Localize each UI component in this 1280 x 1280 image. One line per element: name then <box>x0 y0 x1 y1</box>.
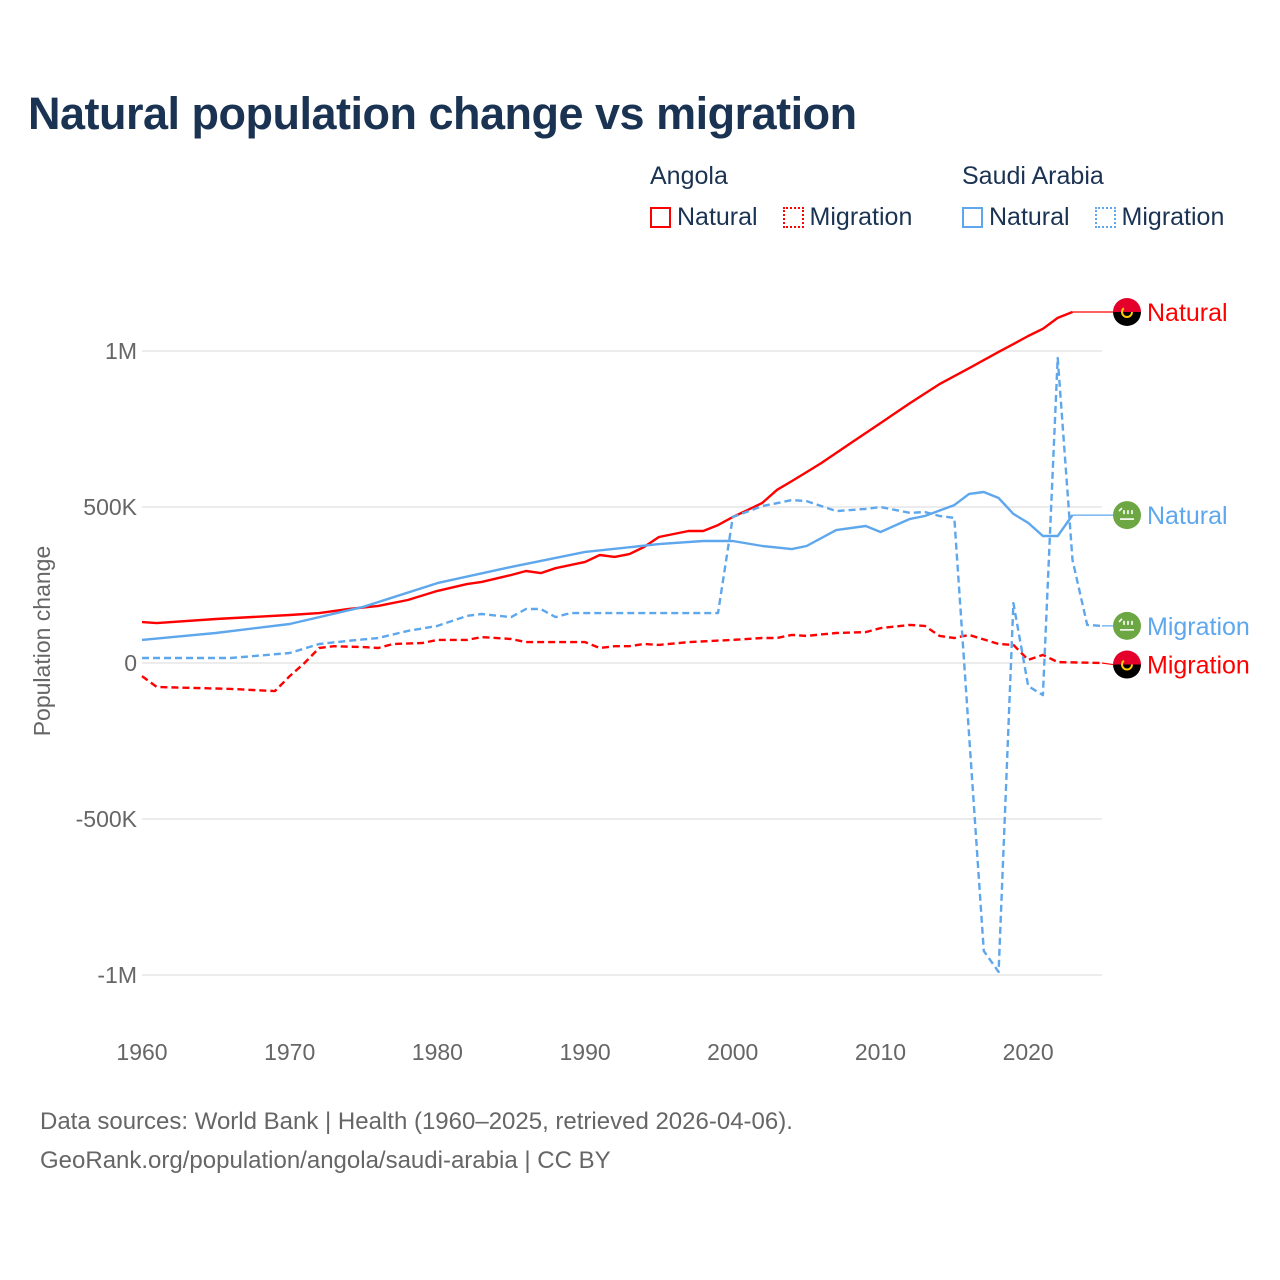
legend-group-saudi-arabia: Saudi Arabia Natural Migration <box>962 162 1224 235</box>
saudi-arabia-flag-icon <box>1113 611 1141 640</box>
y-tick-label: -500K <box>76 806 138 832</box>
legend-country-label: Saudi Arabia <box>962 162 1104 190</box>
footer-sources: Data sources: World Bank | Health (1960–… <box>40 1108 793 1135</box>
end-label-saudi-arabia-natural: Natural <box>1113 501 1228 530</box>
footer-attribution[interactable]: GeoRank.org/population/angola/saudi-arab… <box>40 1147 611 1174</box>
end-label-angola-natural: Natural <box>1113 298 1228 327</box>
legend-swatch-dotted <box>1094 207 1116 228</box>
y-tick-label: -1M <box>97 962 137 988</box>
legend-country-label: Angola <box>650 162 728 190</box>
flag-red-half <box>1113 298 1141 312</box>
angola-flag-icon <box>1113 298 1141 326</box>
series-line-saudi-arabia-migration <box>142 356 1103 974</box>
y-tick-label: 1M <box>105 338 137 364</box>
series-line-angola-natural <box>141 310 1073 625</box>
grid-lines <box>142 350 1102 976</box>
legend-item-saudi-migration[interactable]: Migration <box>1094 203 1225 232</box>
end-label-text: Migration <box>1147 652 1250 680</box>
series-line-saudi-arabia-natural <box>141 490 1074 642</box>
x-tick-label: 1980 <box>412 1039 463 1065</box>
end-label-saudi-arabia-migration: Migration <box>1113 611 1250 641</box>
x-axis-ticks: 1960 1970 1980 1990 2000 2010 2020 <box>116 1039 1053 1065</box>
flag-green <box>1113 611 1141 640</box>
end-label-text: Migration <box>1147 613 1250 641</box>
flag-black-half <box>1113 664 1141 679</box>
flag-black-half <box>1113 312 1141 326</box>
flag-script-sword <box>1118 618 1134 631</box>
end-labels: Natural Migration Natural Migration <box>1072 298 1250 680</box>
x-tick-label: 1990 <box>559 1039 610 1065</box>
series-line-angola-migration <box>141 623 1103 693</box>
x-tick-label: 1970 <box>264 1039 315 1065</box>
legend-item-label: Migration <box>809 203 913 231</box>
y-tick-label: 0 <box>124 650 137 676</box>
emblem-cog <box>1121 306 1133 318</box>
legend-swatch-solid <box>962 207 983 228</box>
x-tick-label: 2020 <box>1003 1039 1054 1065</box>
label-connector <box>1101 662 1114 666</box>
end-label-text: Natural <box>1147 502 1228 530</box>
legend-item-angola-migration[interactable]: Migration <box>782 203 913 232</box>
flag-green <box>1113 501 1141 530</box>
y-axis-label: Population change <box>29 546 55 737</box>
legend-group-angola: Angola Natural Migration <box>650 162 930 235</box>
end-label-text: Natural <box>1147 299 1228 327</box>
y-tick-label: 500K <box>83 494 137 520</box>
legend-item-label: Natural <box>989 203 1070 231</box>
x-tick-label: 1960 <box>116 1039 167 1065</box>
legend-item-label: Migration <box>1121 203 1225 231</box>
x-tick-label: 2010 <box>855 1039 906 1065</box>
legend-item-saudi-natural[interactable]: Natural <box>962 203 1070 232</box>
legend-item-label: Natural <box>677 203 758 231</box>
saudi-arabia-flag-icon <box>1113 501 1141 530</box>
chart-title: Natural population change vs migration <box>28 88 857 139</box>
flag-red-half <box>1113 650 1141 665</box>
flag-script-sword <box>1118 507 1134 520</box>
legend-item-angola-natural[interactable]: Natural <box>650 203 758 232</box>
emblem-cog <box>1121 658 1133 671</box>
y-axis-ticks: 1M 500K 0 -500K -1M <box>76 338 138 988</box>
legend-swatch-solid <box>650 207 671 228</box>
legend-swatch-dotted <box>782 207 804 228</box>
x-tick-label: 2000 <box>707 1039 758 1065</box>
series-lines <box>141 310 1103 974</box>
end-label-angola-migration: Migration <box>1113 650 1250 680</box>
angola-flag-icon <box>1113 650 1141 679</box>
